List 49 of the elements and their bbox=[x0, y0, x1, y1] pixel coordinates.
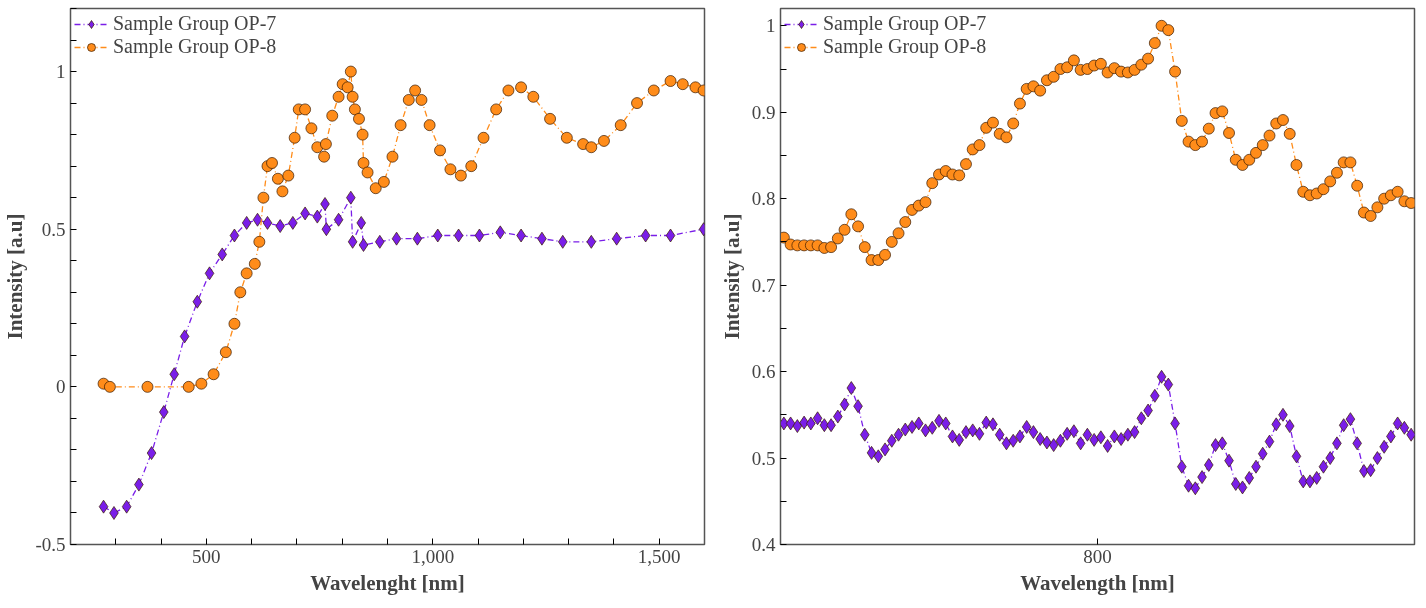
point bbox=[98, 499, 109, 514]
point bbox=[241, 216, 252, 230]
point bbox=[252, 212, 263, 227]
y-tick-label: 0.5 bbox=[751, 447, 776, 469]
legend-label: Sample Group OP-7 bbox=[113, 12, 277, 35]
point bbox=[611, 231, 622, 246]
point bbox=[640, 228, 651, 243]
point bbox=[229, 228, 240, 243]
y-tick-label: 0 bbox=[56, 376, 66, 398]
y-tick-label: 0.5 bbox=[41, 218, 66, 240]
x-axis-title: Wavelenght [nm] bbox=[310, 570, 465, 595]
x-tick-label: 1,000 bbox=[411, 545, 455, 567]
point bbox=[288, 216, 298, 230]
point bbox=[204, 266, 215, 281]
point bbox=[356, 216, 366, 230]
x-tick-label: 1,500 bbox=[637, 545, 681, 567]
point bbox=[121, 499, 132, 514]
y-tick-label: 0.9 bbox=[751, 101, 776, 123]
point bbox=[412, 231, 423, 246]
point bbox=[347, 234, 358, 249]
x-tick-label: 500 bbox=[192, 545, 221, 567]
y-tick-label: 1 bbox=[56, 61, 66, 83]
y-tick-label: 0.6 bbox=[751, 361, 776, 383]
point bbox=[320, 197, 330, 211]
point bbox=[453, 228, 464, 243]
y-axis-title: Intensity [a.u] bbox=[3, 213, 28, 340]
y-tick-label: 1 bbox=[766, 15, 776, 37]
text: 800 bbox=[1083, 545, 1112, 567]
y-tick-label: 0.7 bbox=[751, 274, 776, 296]
point bbox=[321, 222, 332, 237]
point bbox=[262, 216, 273, 230]
point bbox=[275, 219, 285, 233]
y-tick-label: -0.5 bbox=[35, 534, 66, 555]
point bbox=[109, 506, 119, 520]
x-axis-title: Wavelength [nm] bbox=[1020, 570, 1175, 595]
y-axis-title: Intensity [a.u] bbox=[719, 213, 744, 340]
point bbox=[358, 238, 369, 252]
y-tick-label: 0.4 bbox=[751, 534, 776, 555]
legend-label: Sample Group OP-8 bbox=[823, 35, 987, 58]
point bbox=[159, 405, 169, 419]
y-tick-label: 0.8 bbox=[751, 188, 776, 210]
point bbox=[665, 228, 676, 243]
point bbox=[146, 446, 157, 460]
point bbox=[333, 212, 344, 227]
point bbox=[474, 228, 485, 243]
point bbox=[391, 231, 402, 246]
point bbox=[179, 329, 190, 344]
legend-label: Sample Group OP-7 bbox=[823, 12, 987, 35]
legend-label: Sample Group OP-8 bbox=[113, 35, 277, 58]
